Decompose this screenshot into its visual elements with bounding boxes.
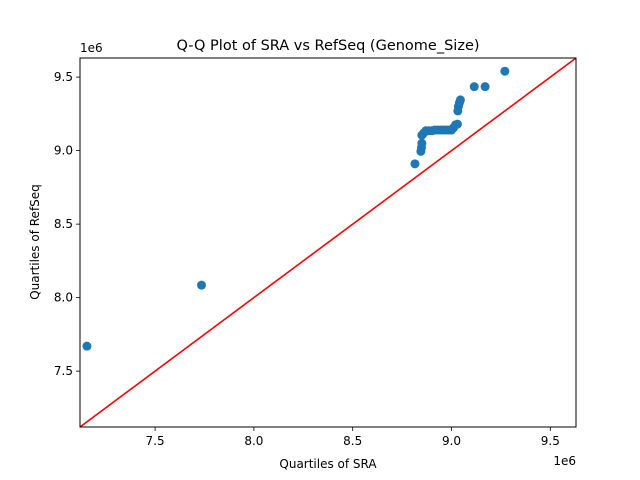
x-axis-label: Quartiles of SRA: [279, 457, 377, 471]
y-tick-label: 9.5: [54, 70, 73, 84]
reference-line: [80, 58, 576, 427]
y-tick-label: 8.0: [54, 291, 73, 305]
data-point: [197, 280, 207, 290]
data-point: [417, 138, 427, 148]
x-tick-label: 9.5: [541, 434, 560, 448]
x-tick-label: 9.0: [442, 434, 461, 448]
y-tick-label: 8.5: [54, 217, 73, 231]
data-point: [455, 95, 465, 105]
data-point: [452, 119, 462, 129]
y-offset-label: 1e6: [80, 41, 103, 55]
x-tick-label: 7.5: [146, 434, 165, 448]
data-points: [82, 66, 510, 351]
y-axis-label: Quartiles of RefSeq: [28, 184, 42, 300]
data-point: [500, 66, 510, 76]
x-axis-ticks: 7.5 8.0 8.5 9.0 9.5: [146, 427, 560, 448]
data-point: [469, 82, 479, 92]
data-point: [410, 159, 420, 169]
y-axis-ticks: 7.5 8.0 8.5 9.0 9.5: [54, 70, 80, 378]
x-tick-label: 8.0: [244, 434, 263, 448]
data-point: [480, 82, 490, 92]
x-tick-label: 8.5: [343, 434, 362, 448]
x-offset-label: 1e6: [553, 454, 576, 468]
y-tick-label: 9.0: [54, 144, 73, 158]
y-tick-label: 7.5: [54, 364, 73, 378]
data-point: [82, 341, 92, 351]
chart-title: Q-Q Plot of SRA vs RefSeq (Genome_Size): [176, 38, 479, 54]
plot-frame: [79, 57, 577, 428]
